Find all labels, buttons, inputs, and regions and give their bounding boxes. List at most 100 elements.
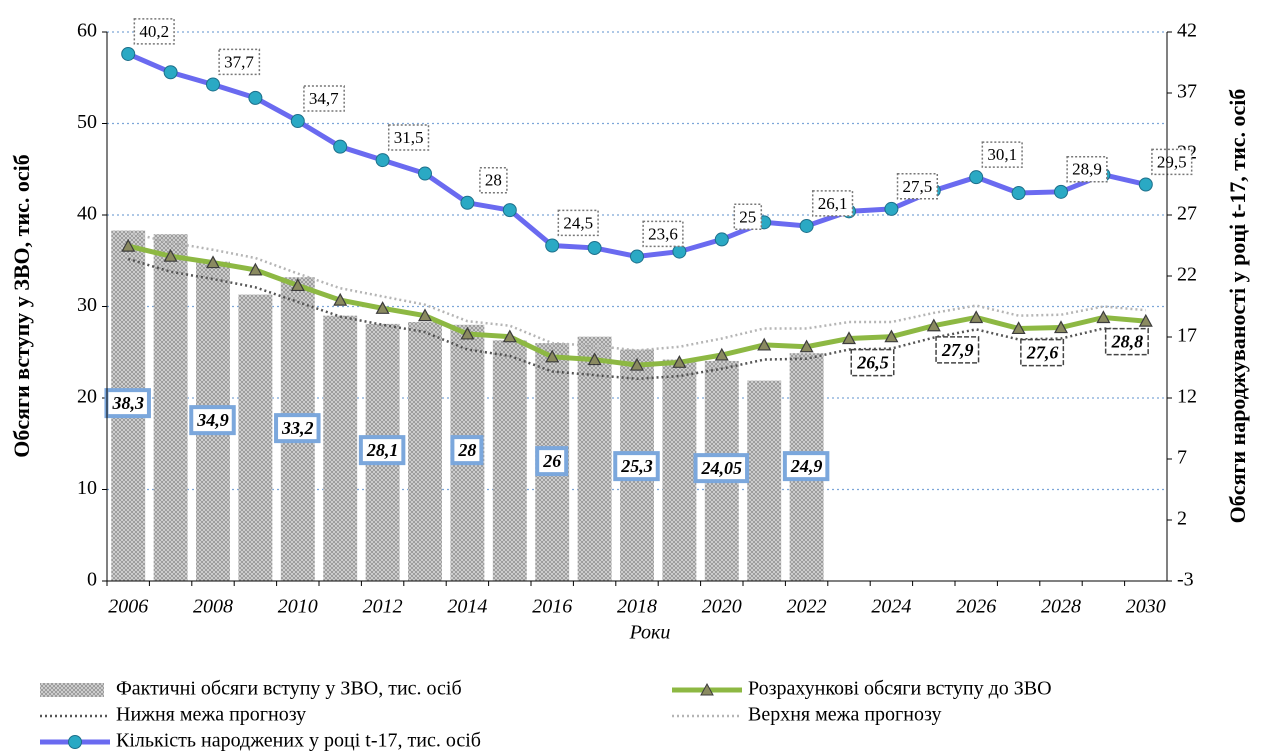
data-label: 24,9 xyxy=(790,456,823,476)
y-tick-label: 10 xyxy=(77,477,97,499)
marker xyxy=(418,166,432,181)
data-label: 28 xyxy=(457,440,476,460)
marker xyxy=(333,139,348,154)
marker xyxy=(417,308,433,322)
data-label: 28,1 xyxy=(366,440,399,460)
data-label: 33,2 xyxy=(281,418,314,438)
marker xyxy=(672,355,687,368)
marker xyxy=(1096,310,1111,324)
label-box xyxy=(387,124,430,151)
marker xyxy=(163,248,178,262)
y2-tick-label: 27 xyxy=(1177,203,1197,225)
label-box xyxy=(693,453,750,484)
label-box xyxy=(189,405,236,436)
y-tick-label: 20 xyxy=(77,386,97,408)
marker xyxy=(1138,313,1153,327)
data-label: 37,7 xyxy=(224,52,254,71)
marker xyxy=(587,240,602,255)
y2-tick-label: 42 xyxy=(1177,20,1197,42)
data-label: 34,7 xyxy=(309,89,339,108)
legend-label: Кількість народжених у році t-17, тис. о… xyxy=(116,730,481,752)
y-tick-label: 0 xyxy=(87,569,97,591)
data-label: 24,5 xyxy=(563,213,593,232)
x-tick-label: 2020 xyxy=(702,596,742,618)
legend-marker xyxy=(68,735,82,749)
marker xyxy=(333,292,348,306)
label-box xyxy=(850,348,895,377)
x-tick-label: 2030 xyxy=(1126,596,1166,618)
x-tick-label: 2028 xyxy=(1041,596,1081,618)
marker xyxy=(460,195,475,210)
marker xyxy=(630,249,644,264)
legend-label: Розрахункові обсяги вступу до ЗВО xyxy=(748,678,1052,700)
x-tick-label: 2008 xyxy=(193,596,233,618)
y2-tick-label: 2 xyxy=(1177,508,1187,530)
legend-label: Нижня межа прогнозу xyxy=(116,704,306,726)
label-box xyxy=(613,451,660,482)
data-label: 24,05 xyxy=(701,458,743,478)
label-box xyxy=(535,446,569,477)
data-label: 27,6 xyxy=(1026,343,1059,363)
marker xyxy=(248,262,263,276)
marker xyxy=(1138,177,1153,192)
marker xyxy=(714,232,729,247)
label-box xyxy=(782,451,830,482)
data-label: 30,1 xyxy=(987,145,1017,164)
data-label: 23,6 xyxy=(648,224,678,243)
label-box xyxy=(358,435,406,466)
bar xyxy=(153,234,188,581)
marker xyxy=(1054,184,1068,199)
label-box xyxy=(1020,338,1065,367)
marker xyxy=(460,326,475,340)
y2-tick-label: 12 xyxy=(1177,386,1197,408)
label-box xyxy=(104,388,151,419)
y2-tick-label: 7 xyxy=(1177,447,1187,469)
marker xyxy=(502,329,517,343)
marker xyxy=(799,339,814,353)
y-tick-label: 50 xyxy=(77,111,97,133)
label-box xyxy=(1104,327,1149,356)
x-tick-label: 2018 xyxy=(617,596,657,618)
label-box xyxy=(218,48,261,76)
label-box xyxy=(811,190,854,217)
data-label: 26 xyxy=(542,451,561,471)
legend-label: Фактичні обсяги вступу у ЗВО, тис. осіб xyxy=(116,678,462,700)
marker xyxy=(206,77,220,92)
marker xyxy=(1011,186,1026,201)
label-box xyxy=(1151,148,1193,176)
label-box xyxy=(733,203,763,231)
marker xyxy=(375,153,390,168)
data-label: 28,9 xyxy=(1072,160,1102,179)
data-label: 26,1 xyxy=(818,194,848,213)
x-tick-label: 2022 xyxy=(787,596,827,618)
data-label: 29,5 xyxy=(1157,152,1187,171)
legend-label: Верхня межа прогнозу xyxy=(748,704,941,726)
series-line xyxy=(127,257,1146,381)
bar xyxy=(747,380,782,581)
data-label: 38,3 xyxy=(111,393,144,413)
series-line xyxy=(127,231,1146,352)
marker xyxy=(841,331,857,345)
marker xyxy=(375,301,390,314)
label-box xyxy=(303,85,345,112)
marker xyxy=(884,329,899,343)
bar xyxy=(662,359,697,581)
x-axis-title: Роки xyxy=(629,622,671,644)
label-box xyxy=(896,173,939,200)
marker xyxy=(290,278,305,292)
label-box xyxy=(557,209,599,237)
marker xyxy=(1053,320,1069,334)
x-tick-label: 2006 xyxy=(108,596,148,618)
y2-tick-label: -3 xyxy=(1177,569,1194,591)
marker xyxy=(926,318,941,332)
marker xyxy=(714,347,729,361)
label-box xyxy=(274,413,321,444)
marker xyxy=(799,218,814,233)
data-label: 28 xyxy=(485,171,502,190)
label-box xyxy=(1066,155,1108,183)
marker xyxy=(248,90,263,105)
x-tick-label: 2012 xyxy=(363,596,403,618)
label-box xyxy=(479,166,508,194)
bar xyxy=(492,340,527,581)
